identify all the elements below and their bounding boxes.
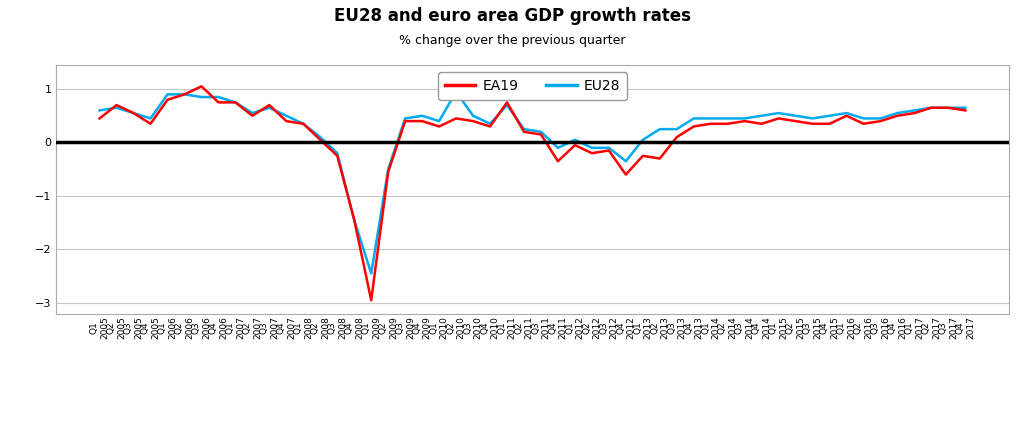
- Line: EA19: EA19: [99, 86, 966, 300]
- Legend: EA19, EU28: EA19, EU28: [438, 72, 627, 100]
- EA19: [93, 116, 105, 121]
- EA19: [586, 151, 598, 156]
- EU28: [162, 92, 174, 97]
- EA19: [959, 108, 972, 113]
- EA19: [162, 97, 174, 103]
- EA19: [653, 156, 666, 161]
- Line: EU28: EU28: [99, 92, 966, 273]
- EU28: [535, 129, 547, 134]
- EU28: [366, 271, 378, 276]
- EA19: [366, 297, 378, 303]
- EU28: [653, 126, 666, 132]
- EU28: [687, 116, 699, 121]
- EU28: [586, 145, 598, 151]
- EU28: [959, 105, 972, 110]
- EU28: [450, 89, 462, 95]
- EU28: [93, 108, 105, 113]
- EA19: [535, 132, 547, 137]
- EU28: [416, 113, 428, 118]
- Text: EU28 and euro area GDP growth rates: EU28 and euro area GDP growth rates: [334, 7, 690, 25]
- EA19: [433, 124, 445, 129]
- EA19: [687, 124, 699, 129]
- EA19: [196, 84, 208, 89]
- Text: % change over the previous quarter: % change over the previous quarter: [398, 34, 626, 47]
